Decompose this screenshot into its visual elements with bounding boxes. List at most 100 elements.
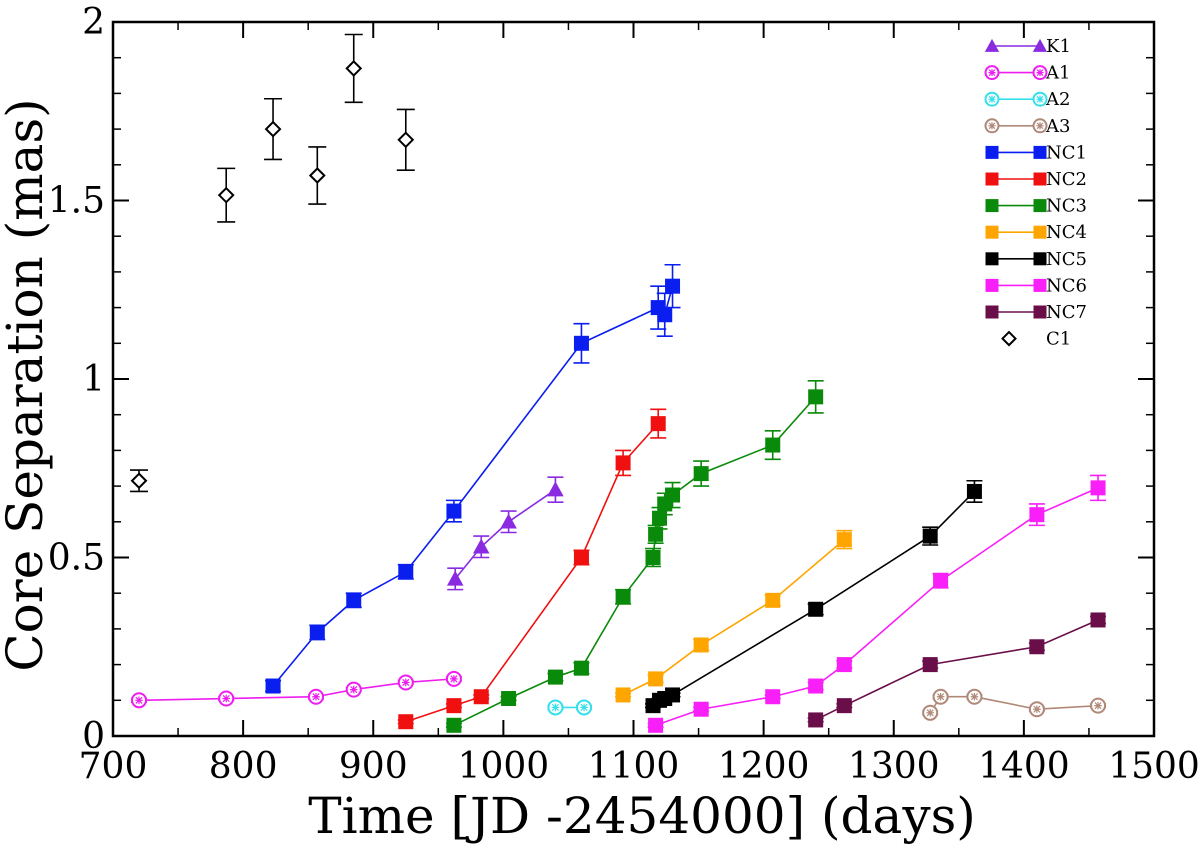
series-nc2-point-5 (650, 416, 666, 432)
series-nc7-point-2 (922, 657, 938, 673)
series-nc4-point-4 (836, 532, 852, 548)
legend-item-a1: A1 (984, 63, 1070, 84)
x-tick-label-800: 800 (209, 746, 278, 787)
legend-item-nc4-marker-start (985, 225, 999, 239)
legend-item-nc6-marker-start (985, 278, 999, 292)
legend-item-nc3-label: NC3 (1046, 196, 1087, 217)
series-a2-point-0 (547, 699, 564, 716)
series-nc3-point-6 (648, 526, 664, 542)
series-nc2-point-2 (473, 689, 489, 705)
series-nc7-point-3 (1029, 639, 1045, 655)
series-nc6-point-1 (693, 701, 709, 717)
legend-item-nc5-label: NC5 (1046, 249, 1087, 270)
legend-item-a2-marker-start (984, 91, 1000, 107)
legend-item-nc5: NC5 (985, 249, 1087, 270)
legend-item-nc5-marker-start (985, 252, 999, 266)
legend-item-a3-marker-start-hatch (988, 122, 996, 130)
series-nc3-point-4 (615, 589, 631, 605)
series-nc2-point-1 (446, 698, 462, 714)
legend-item-nc6: NC6 (985, 275, 1087, 296)
legend-item-a2-marker-end (1032, 91, 1048, 107)
series-nc7-point-0 (808, 712, 824, 728)
x-tick-label-900: 900 (339, 746, 408, 787)
legend-item-nc3-marker-start (985, 199, 999, 213)
series-a3-point-0-hatch (926, 709, 934, 717)
x-tick-label-1200: 1200 (718, 746, 810, 787)
legend-item-nc7-marker-start (985, 305, 999, 319)
legend: K1 A1 A2 A3 NC1 NC2 NC3 NC4 NC5 NC6 NC7 C1 (984, 36, 1087, 350)
legend-item-a1-label: A1 (1045, 63, 1070, 84)
legend-item-a2-marker-start-hatch (988, 95, 996, 103)
legend-item-nc1-marker-start (985, 145, 999, 159)
series-nc1-point-7 (657, 307, 673, 323)
legend-item-nc2: NC2 (985, 169, 1087, 190)
series-a1-point-3-hatch (349, 685, 358, 694)
legend-item-c1-label: C1 (1046, 329, 1071, 350)
legend-item-nc6-label: NC6 (1046, 275, 1087, 296)
series-c1 (130, 33, 415, 493)
series-a1-point-2 (307, 688, 324, 705)
series-nc1-point-8 (665, 278, 681, 294)
series-a3-point-4 (1090, 697, 1107, 714)
series-nc3-point-2 (547, 669, 563, 685)
legend-item-k1-marker-end (1032, 38, 1048, 52)
legend-item-nc2-marker-end (1033, 172, 1047, 186)
y-axis-title: Core Separation (mas) (0, 98, 54, 671)
x-axis-title: Time [JD -2454000] (days) (308, 787, 975, 845)
legend-item-a2: A2 (984, 89, 1070, 110)
series-a1-point-0 (131, 692, 148, 709)
series-a3-point-0 (922, 704, 939, 721)
x-tick-label-700: 700 (79, 746, 148, 787)
legend-item-a2-label: A2 (1045, 89, 1070, 110)
legend-item-nc3-marker-end (1033, 199, 1047, 213)
series-nc2-point-4 (615, 455, 631, 471)
series-nc7-point-1 (836, 698, 852, 714)
series-a1-point-4 (397, 674, 414, 691)
series-nc3-point-9 (665, 487, 681, 503)
series-c1-point-5 (397, 131, 415, 149)
legend-item-c1: C1 (1001, 329, 1071, 350)
series-nc7 (807, 612, 1107, 728)
legend-item-a3-marker-start (984, 118, 1000, 134)
series-nc6-point-7 (1090, 480, 1106, 496)
series-nc1-point-2 (346, 592, 362, 608)
legend-item-nc4: NC4 (985, 222, 1087, 243)
series-a3-point-2-hatch (970, 692, 979, 701)
series-nc3-point-0 (446, 717, 462, 733)
legend-item-nc6-marker-end (1033, 278, 1047, 292)
series-nc4-point-0 (615, 687, 631, 703)
legend-item-k1: K1 (984, 36, 1071, 57)
series-nc1-point-4 (446, 503, 462, 519)
y-tick-label-2: 2 (82, 2, 105, 43)
legend-item-nc4-label: NC4 (1046, 222, 1087, 243)
series-nc6-point-6 (1029, 507, 1045, 523)
series-c1-point-2 (264, 120, 282, 138)
series-nc3-point-10 (693, 466, 709, 482)
series-a3-point-2 (966, 688, 983, 705)
y-tick-label-0: 0 (82, 716, 105, 757)
series-a2 (547, 699, 593, 716)
legend-item-nc1: NC1 (985, 142, 1087, 163)
legend-item-nc4-marker-end (1033, 225, 1047, 239)
series-nc1-point-3 (398, 564, 414, 580)
series-a1-point-5-hatch (450, 675, 458, 683)
series-k1 (446, 476, 564, 591)
series-nc2-point-0 (398, 714, 414, 730)
series-a1-line (139, 678, 454, 702)
series-a1-point-2-hatch (312, 692, 320, 701)
series-nc3-point-12 (808, 389, 824, 405)
series-k1-point-2 (500, 513, 517, 529)
series-a3 (922, 688, 1107, 721)
series-c1-point-3 (308, 167, 326, 184)
legend-item-nc7-label: NC7 (1046, 302, 1087, 323)
series-a2-point-1-hatch (580, 703, 588, 712)
series-k1-point-1 (473, 538, 490, 554)
legend-item-a3-marker-end (1032, 118, 1048, 134)
series-nc4-point-2 (693, 637, 709, 653)
series-nc3-point-5 (645, 550, 661, 565)
series-nc4-point-3 (765, 592, 781, 608)
y-tick-label-1: 1 (82, 359, 105, 400)
legend-item-a1-marker-start-hatch (988, 69, 996, 77)
series-nc3-point-3 (573, 660, 589, 676)
series-nc3-point-1 (501, 691, 517, 707)
